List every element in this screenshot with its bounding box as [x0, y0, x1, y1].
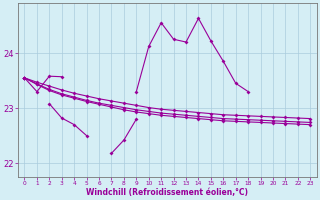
X-axis label: Windchill (Refroidissement éolien,°C): Windchill (Refroidissement éolien,°C): [86, 188, 248, 197]
